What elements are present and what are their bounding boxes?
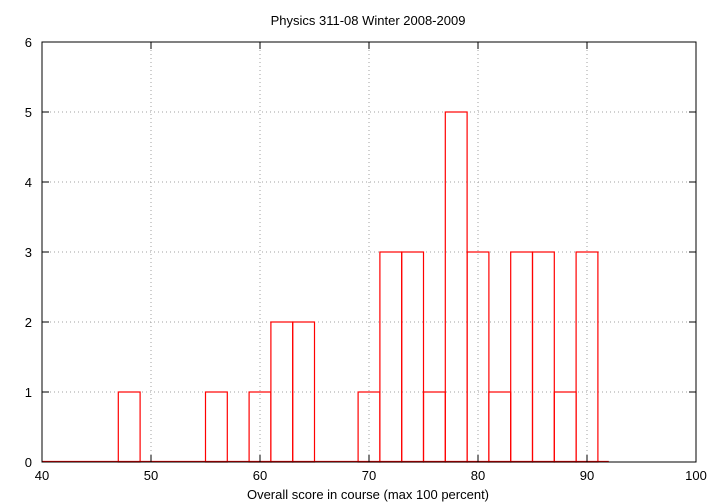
- histogram-bar: [292, 321, 316, 463]
- histogram-bar: [379, 251, 403, 463]
- x-tick-label: 90: [580, 468, 594, 483]
- x-axis-label: Overall score in course (max 100 percent…: [247, 487, 489, 502]
- y-tick-label: 2: [25, 315, 32, 330]
- y-tick-label: 1: [25, 385, 32, 400]
- y-tick-label: 5: [25, 105, 32, 120]
- x-tick-label: 100: [685, 468, 707, 483]
- x-tick-label: 50: [144, 468, 158, 483]
- tick-labels-layer: 40 50 60 70 80 90 100 0 1 2 3 4 5 6: [25, 35, 707, 483]
- y-tick-label: 4: [25, 175, 32, 190]
- ticks-layer: [42, 42, 696, 462]
- x-tick-label: 80: [471, 468, 485, 483]
- histogram-bar: [510, 251, 534, 463]
- histogram-bar: [553, 391, 577, 463]
- histogram-bar: [401, 251, 425, 463]
- histogram-bar: [531, 251, 555, 463]
- x-tick-label: 40: [35, 468, 49, 483]
- y-tick-label: 0: [25, 455, 32, 470]
- y-tick-label: 6: [25, 35, 32, 50]
- bars-layer: [42, 111, 609, 463]
- histogram-bar: [422, 391, 446, 463]
- chart-title: Physics 311-08 Winter 2008-2009: [271, 13, 466, 28]
- y-tick-label: 3: [25, 245, 32, 260]
- x-tick-label: 70: [362, 468, 376, 483]
- histogram-bar: [444, 111, 468, 463]
- x-tick-label: 60: [253, 468, 267, 483]
- histogram-bar: [488, 391, 512, 463]
- histogram-bar: [117, 391, 141, 463]
- histogram-bar: [204, 391, 228, 463]
